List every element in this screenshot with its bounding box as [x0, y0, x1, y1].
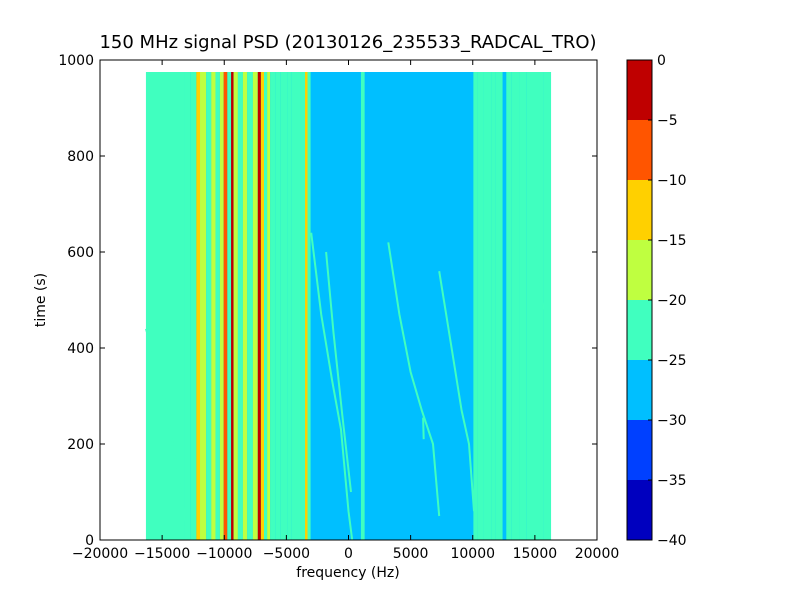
colorbar-tick-label: −15 — [657, 233, 687, 249]
heatmap-stripe — [360, 72, 365, 540]
heatmap-stripe — [280, 72, 288, 540]
signal-trace — [387, 242, 441, 517]
heatmap-stripe — [211, 72, 216, 540]
colorbar-segment — [627, 420, 652, 480]
heatmap-stripe — [196, 72, 201, 540]
x-axis-label: frequency (Hz) — [296, 565, 399, 581]
colorbar-segment — [627, 300, 652, 360]
y-tick-label: 600 — [67, 245, 94, 261]
heatmap-stripe — [227, 72, 232, 540]
x-axis: −20000 −15000 −10000 −5000 0 5000 10000 15000 20… — [72, 60, 619, 562]
colorbar-segment — [627, 480, 652, 540]
heatmap-stripe — [260, 72, 265, 540]
heatmap-stripe — [305, 72, 308, 540]
heatmap-stripe — [267, 72, 271, 540]
colorbar: −40 −35 −30 −25 −20 −15 −10 −5 0 — [626, 53, 687, 549]
heatmap-stripe — [223, 72, 228, 540]
signal-trace — [438, 271, 475, 512]
heatmap-stripe — [506, 72, 512, 540]
x-tick-label: 20000 — [575, 546, 620, 562]
heatmap-stripe — [206, 72, 212, 540]
colorbar-segment — [627, 180, 652, 240]
heatmap-stripe — [200, 72, 207, 540]
heatmap-stripe — [247, 72, 253, 540]
heatmap-stripe — [291, 72, 306, 540]
heatmap-stripe — [264, 72, 268, 540]
colorbar-tick-label: −40 — [657, 533, 687, 549]
heatmap-stripe — [257, 72, 261, 540]
signal-trace — [310, 232, 354, 540]
y-tick-label: 200 — [67, 437, 94, 453]
colorbar-segment — [627, 60, 652, 120]
colorbar-tick-label: −20 — [657, 293, 687, 309]
heatmap-stripe — [237, 72, 243, 540]
signal-trace — [145, 328, 190, 540]
colorbar-segment — [627, 120, 652, 180]
heatmap-stripe — [215, 72, 220, 540]
heatmap-stripe — [219, 72, 224, 540]
x-tick-label: −20000 — [72, 546, 128, 562]
heatmap — [145, 72, 552, 540]
x-tick-label: 15000 — [513, 546, 558, 562]
heatmap-stripe — [473, 72, 478, 540]
heatmap-stripe — [307, 72, 311, 540]
plot-area — [99, 59, 598, 541]
heatmap-stripe — [287, 72, 292, 540]
heatmap-stripe — [495, 72, 503, 540]
heatmap-stripe — [270, 72, 276, 540]
heatmap-stripe — [483, 72, 492, 540]
colorbar-tick-label: −25 — [657, 353, 687, 369]
x-tick-label: −10000 — [196, 546, 252, 562]
colorbar-tick-label: −30 — [657, 413, 687, 429]
y-axis-label: time (s) — [33, 273, 49, 327]
x-tick-label: 10000 — [450, 546, 495, 562]
heatmap-stripe — [242, 72, 248, 540]
heatmap-stripe — [275, 72, 281, 540]
colorbar-tick-label: −35 — [657, 473, 687, 489]
colorbar-tick-label: −10 — [657, 173, 687, 189]
y-axis: 0 200 400 600 800 1000 — [58, 53, 597, 549]
y-tick-label: 1000 — [58, 53, 94, 69]
y-tick-label: 400 — [67, 341, 94, 357]
colorbar-tick-label: −5 — [657, 113, 678, 129]
heatmap-stripe — [145, 72, 185, 540]
heatmap-stripe — [519, 72, 527, 540]
heatmap-stripe — [543, 72, 552, 540]
heatmap-stripe — [184, 72, 191, 540]
colorbar-segment — [627, 360, 652, 420]
signal-trace — [325, 251, 352, 493]
signal-trace — [533, 242, 545, 310]
colorbar-tick-label: 0 — [657, 53, 666, 69]
heatmap-stripe — [190, 72, 197, 540]
heatmap-stripe — [252, 72, 258, 540]
y-tick-label: 0 — [85, 533, 94, 549]
x-tick-label: 0 — [344, 546, 353, 562]
heatmap-stripe — [526, 72, 544, 540]
heatmap-stripe — [511, 72, 520, 540]
signal-trace — [422, 417, 425, 440]
y-tick-label: 800 — [67, 149, 94, 165]
x-tick-label: −5000 — [263, 546, 310, 562]
colorbar-segment — [627, 240, 652, 300]
heatmap-stripe — [233, 72, 238, 540]
heatmap-stripe — [491, 72, 496, 540]
x-tick-label: −15000 — [134, 546, 190, 562]
heatmap-stripe — [231, 72, 234, 540]
heatmap-stripe — [477, 72, 484, 540]
chart-title: 150 MHz signal PSD (20130126_235533_RADC… — [99, 32, 596, 53]
x-tick-label: 5000 — [393, 546, 429, 562]
